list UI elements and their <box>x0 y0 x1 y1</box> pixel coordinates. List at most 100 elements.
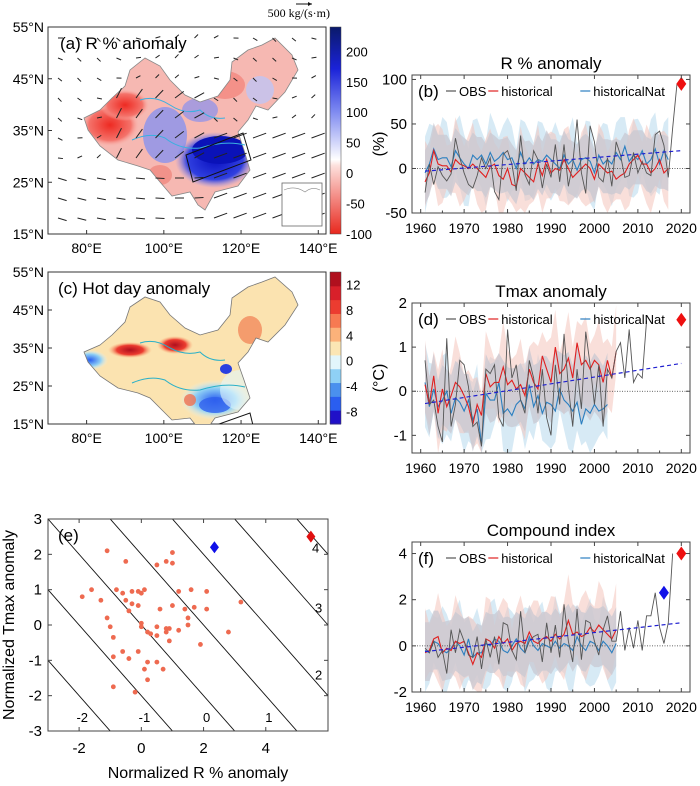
vector-arrow <box>155 109 164 119</box>
y-axis-label: (%) <box>371 132 388 157</box>
legend-label: OBS <box>459 312 487 327</box>
vector-arrow <box>96 217 106 221</box>
y-tick-label: 2 <box>399 592 407 609</box>
scatter-point <box>170 560 175 566</box>
scatter-point <box>188 587 194 593</box>
historical-line <box>424 148 669 188</box>
lat-tick-label: 35°N <box>13 123 44 139</box>
obs-trend-line <box>424 622 682 653</box>
colorbar-a-tick-label: 100 <box>346 105 368 120</box>
lat-tick-label: 45°N <box>13 302 44 318</box>
vector-arrow <box>116 197 126 200</box>
vector-arrow <box>77 177 87 181</box>
scatter-point <box>126 656 132 661</box>
y-tick-label: 2 <box>34 546 42 563</box>
colorbar-c-tick-label: 0 <box>346 354 353 369</box>
vector-arrow <box>252 152 267 159</box>
scatter-point <box>166 638 172 644</box>
marker-2020 <box>676 312 687 327</box>
vector-arrow <box>252 97 258 102</box>
vector-arrow <box>57 217 67 222</box>
south-china-sea-inset-a <box>281 182 323 227</box>
y-tick-label: -2 <box>29 688 42 705</box>
marker-2016 <box>658 585 669 600</box>
scatter-point <box>145 659 150 665</box>
lon-tick-label: 80°E <box>71 240 102 256</box>
vector-arrow <box>77 37 83 41</box>
vector-arrow <box>174 90 185 99</box>
vector-arrow <box>272 152 286 159</box>
vector-arrow <box>174 130 185 139</box>
vector-arrow <box>96 97 103 100</box>
vector-arrow <box>291 152 306 159</box>
contour-line <box>234 519 328 626</box>
scatter-point <box>148 631 154 637</box>
vector-arrow <box>155 54 160 59</box>
vector-arrow <box>116 177 126 180</box>
obs-trend-line <box>424 362 682 405</box>
panel-label: (d) <box>418 310 439 329</box>
vector-arrow <box>291 57 297 61</box>
vector-arrow <box>77 117 83 121</box>
scatter-point <box>120 649 126 654</box>
scatter-point <box>138 624 144 630</box>
scatter-point <box>185 615 191 621</box>
y-tick-label: 3 <box>34 511 42 528</box>
panel-label: (b) <box>418 82 439 101</box>
scatter-point <box>176 627 182 633</box>
vector-arrow <box>77 57 82 62</box>
vector-arrow <box>57 57 63 61</box>
vector-arrow <box>272 57 277 62</box>
colorbar-c-segment <box>330 313 341 328</box>
lon-tick-label: 120°E <box>222 240 260 256</box>
colorbar-c: 12 8 4 0 -4 -8 <box>329 271 360 425</box>
lat-tick-label: 55°N <box>13 264 44 280</box>
colorbar-a <box>329 26 342 235</box>
x-tick-label: 2010 <box>622 220 653 236</box>
scatter-point <box>129 601 135 607</box>
scatter-point <box>79 594 85 600</box>
vector-arrow <box>213 97 219 102</box>
colorbar-c-tick-label: 12 <box>346 278 360 293</box>
scatter-point <box>126 608 132 614</box>
scatter-point <box>160 666 166 672</box>
vector-arrow <box>272 77 278 81</box>
vector-arrow <box>174 150 185 159</box>
vector-arrow <box>213 56 220 59</box>
x-tick-label: 2020 <box>666 220 697 236</box>
vector-arrow <box>116 147 122 159</box>
vector-arrow <box>311 114 316 119</box>
vector-arrow <box>311 56 317 59</box>
obs-line <box>424 553 674 674</box>
y-tick-label: 1 <box>399 339 407 356</box>
vector-arrow <box>135 177 146 180</box>
scatter-point <box>142 666 147 672</box>
vector-arrow <box>194 54 199 59</box>
historicalNat-line <box>424 144 669 175</box>
chart-e-scatter: -2 -1 0 1 2 3 4 -2 0 2 4 -3 -2 -1 0 1 2 3 Normalized R % a… <box>1 511 329 782</box>
vector-arrow <box>233 77 238 82</box>
scatter-point <box>104 548 110 554</box>
x-tick-label: 2000 <box>579 460 610 476</box>
contour-line <box>109 519 298 731</box>
y-tick-label: -2 <box>394 684 407 701</box>
x-tick-label: 2010 <box>622 699 653 715</box>
vector-arrow <box>272 97 278 100</box>
vector-scale-label: 500 kg/(s·m) <box>268 6 330 20</box>
vector-arrow <box>233 192 247 199</box>
scatter-point <box>176 589 182 594</box>
vector-arrow <box>77 97 82 102</box>
obs-line <box>424 320 648 447</box>
vector-arrow <box>233 97 238 102</box>
scatter-point <box>132 689 138 695</box>
x-tick-label: 1960 <box>405 460 436 476</box>
scatter-point <box>89 587 94 593</box>
lon-tick-label: 80°E <box>71 430 102 446</box>
x-tick-label: 2000 <box>579 220 610 236</box>
lon-tick-label: 100°E <box>145 430 183 446</box>
contour-line <box>48 519 236 731</box>
x-tick-label: 1970 <box>449 460 480 476</box>
scatter-point <box>135 649 141 654</box>
vector-arrow <box>233 57 239 61</box>
